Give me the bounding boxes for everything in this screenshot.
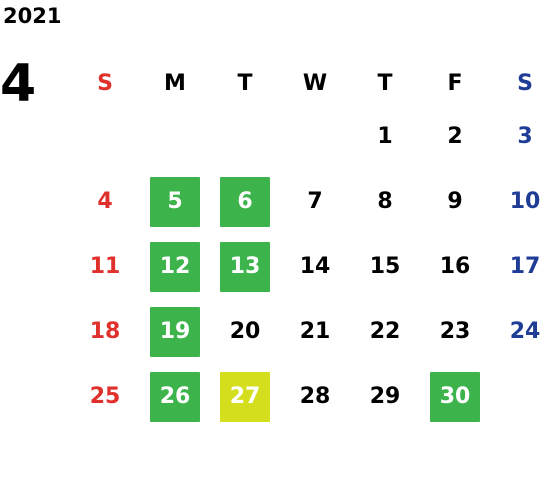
day-highlight <box>220 241 270 292</box>
day-cell[interactable]: 17 <box>490 234 548 299</box>
day-cell[interactable]: 24 <box>490 299 548 364</box>
day-cell[interactable]: 10 <box>490 169 548 234</box>
day-highlight <box>150 371 200 422</box>
day-number: 6 <box>237 189 253 214</box>
day-number: 2 <box>447 124 463 149</box>
day-number: 5 <box>167 189 183 214</box>
weekday-wednesday: W <box>302 70 328 96</box>
day-number: 29 <box>369 384 401 409</box>
day-cell[interactable]: 2 <box>420 104 490 169</box>
day-number: 22 <box>369 319 401 344</box>
day-number: 11 <box>89 254 121 279</box>
weekday-sunday: S <box>97 70 113 96</box>
day-cell[interactable]: 15 <box>350 234 420 299</box>
day-number: 1 <box>377 124 393 149</box>
day-cell[interactable]: 30 <box>420 364 490 429</box>
day-cell[interactable]: 6 <box>210 169 280 234</box>
calendar-year: 2021 <box>3 4 62 28</box>
day-number: 8 <box>377 189 393 214</box>
day-cell[interactable]: 18 <box>70 299 140 364</box>
calendar-grid: S M T W T F S 1 2 3 4 5 6 7 8 9 10 11 12 13 14 15 16 17 1… <box>70 62 548 429</box>
day-number: 16 <box>439 254 471 279</box>
day-number: 12 <box>159 254 191 279</box>
weekday-saturday: S <box>517 70 533 96</box>
day-highlight <box>220 371 270 422</box>
day-cell[interactable]: 14 <box>280 234 350 299</box>
day-number: 14 <box>299 254 331 279</box>
weekday-tuesday: T <box>237 70 253 96</box>
day-cell[interactable]: 27 <box>210 364 280 429</box>
day-cell[interactable]: 20 <box>210 299 280 364</box>
day-number: 19 <box>159 319 191 344</box>
day-number: 21 <box>299 319 331 344</box>
day-cell[interactable]: 12 <box>140 234 210 299</box>
day-number: 15 <box>369 254 401 279</box>
day-cell[interactable]: 3 <box>490 104 548 169</box>
day-cell[interactable]: 29 <box>350 364 420 429</box>
day-cell[interactable]: 28 <box>280 364 350 429</box>
day-number: 3 <box>517 124 533 149</box>
day-number: 25 <box>89 384 121 409</box>
day-number: 24 <box>509 319 541 344</box>
day-number: 23 <box>439 319 471 344</box>
day-cell[interactable]: 8 <box>350 169 420 234</box>
day-number: 4 <box>97 189 113 214</box>
day-number: 7 <box>307 189 323 214</box>
day-cell[interactable]: 9 <box>420 169 490 234</box>
day-cell[interactable]: 11 <box>70 234 140 299</box>
weekday-friday: F <box>447 70 463 96</box>
day-number: 27 <box>229 384 261 409</box>
day-number: 18 <box>89 319 121 344</box>
day-highlight <box>430 371 480 422</box>
day-cell[interactable]: 25 <box>70 364 140 429</box>
empty-day-cell <box>490 364 548 429</box>
day-number: 26 <box>159 384 191 409</box>
day-cell[interactable]: 23 <box>420 299 490 364</box>
day-cell[interactable]: 26 <box>140 364 210 429</box>
day-highlight <box>150 241 200 292</box>
day-cell[interactable]: 22 <box>350 299 420 364</box>
day-cell[interactable]: 7 <box>280 169 350 234</box>
day-number: 28 <box>299 384 331 409</box>
day-cell[interactable]: 13 <box>210 234 280 299</box>
calendar-month: 4 <box>0 54 37 114</box>
day-cell[interactable]: 21 <box>280 299 350 364</box>
day-cell[interactable]: 19 <box>140 299 210 364</box>
day-highlight <box>150 306 200 357</box>
day-highlight <box>220 176 270 227</box>
day-cell[interactable]: 16 <box>420 234 490 299</box>
day-highlight <box>150 176 200 227</box>
weekday-monday: M <box>164 70 186 96</box>
empty-day-cell <box>70 104 140 169</box>
empty-day-cell <box>280 104 350 169</box>
day-cell[interactable]: 5 <box>140 169 210 234</box>
day-number: 17 <box>509 254 541 279</box>
day-number: 10 <box>509 189 541 214</box>
weekday-thursday: T <box>377 70 393 96</box>
empty-day-cell <box>210 104 280 169</box>
day-number: 20 <box>229 319 261 344</box>
empty-day-cell <box>140 104 210 169</box>
day-cell[interactable]: 1 <box>350 104 420 169</box>
day-number: 30 <box>439 384 471 409</box>
day-cell[interactable]: 4 <box>70 169 140 234</box>
day-number: 13 <box>229 254 261 279</box>
day-number: 9 <box>447 189 463 214</box>
